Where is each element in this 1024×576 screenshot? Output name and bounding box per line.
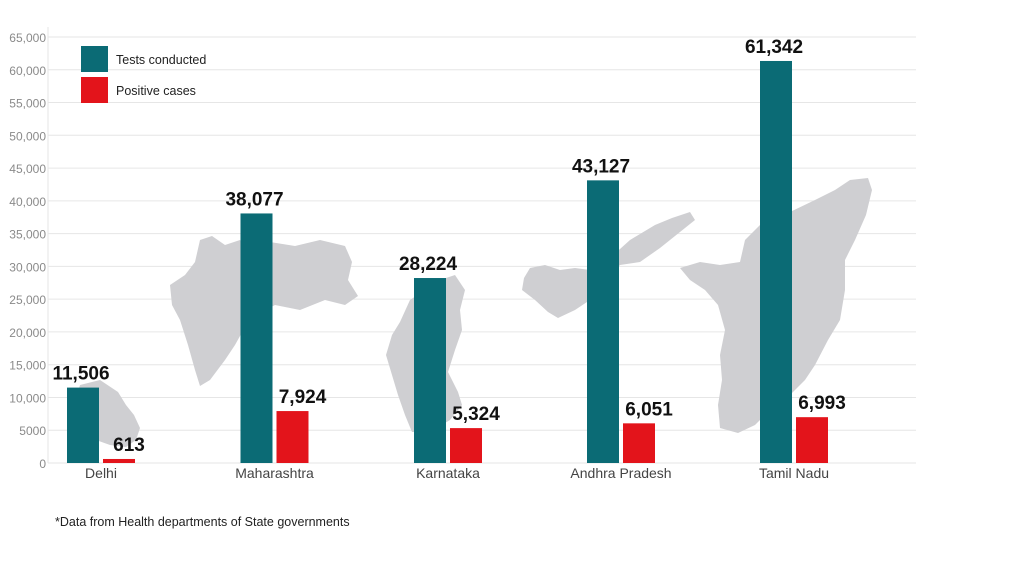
bar-positive-cases <box>276 411 309 463</box>
data-label: 28,224 <box>399 254 458 275</box>
data-label: 43,127 <box>572 156 630 177</box>
y-tick-label: 40,000 <box>9 195 46 209</box>
x-tick-label: Karnataka <box>416 465 480 481</box>
data-label: 38,077 <box>225 189 283 210</box>
data-label: 7,924 <box>279 387 327 408</box>
y-tick-label: 10,000 <box>9 391 46 405</box>
y-tick-label: 5000 <box>19 424 46 438</box>
data-label: 61,342 <box>745 37 803 58</box>
bar-tests-conducted <box>587 180 619 463</box>
y-tick-label: 0 <box>39 457 46 471</box>
x-tick-label: Tamil Nadu <box>759 465 829 481</box>
bar-positive-cases <box>796 417 828 463</box>
y-tick-label: 65,000 <box>9 31 46 45</box>
footnote: *Data from Health departments of State g… <box>55 515 350 529</box>
legend-label: Tests conducted <box>116 53 206 67</box>
legend-label: Positive cases <box>116 84 196 98</box>
y-tick-label: 55,000 <box>9 97 46 111</box>
data-label: 5,324 <box>452 404 500 425</box>
y-tick-label: 35,000 <box>9 228 46 242</box>
data-label: 11,506 <box>52 364 109 385</box>
bar-positive-cases <box>103 458 135 463</box>
bar-tests-conducted <box>67 387 99 463</box>
bar-tests-conducted <box>760 60 792 463</box>
legend-swatch <box>81 46 108 72</box>
data-label: 6,051 <box>625 399 673 420</box>
bar-tests-conducted <box>414 278 446 463</box>
x-tick-label: Andhra Pradesh <box>570 465 671 481</box>
x-tick-label: Maharashtra <box>235 465 314 481</box>
y-tick-label: 20,000 <box>9 326 46 340</box>
y-tick-label: 45,000 <box>9 162 46 176</box>
bar-positive-cases <box>623 423 655 463</box>
x-tick-label: Delhi <box>85 465 117 481</box>
maharashtra-map-silhouette <box>170 236 358 386</box>
y-tick-label: 30,000 <box>9 260 46 274</box>
data-label: 613 <box>113 435 145 456</box>
y-tick-label: 25,000 <box>9 293 46 307</box>
data-label: 6,993 <box>798 393 846 414</box>
bar-tests-conducted <box>240 213 273 463</box>
bar-positive-cases <box>450 428 482 463</box>
y-tick-label: 50,000 <box>9 129 46 143</box>
y-tick-label: 60,000 <box>9 64 46 78</box>
y-tick-label: 15,000 <box>9 359 46 373</box>
legend-swatch <box>81 77 108 103</box>
